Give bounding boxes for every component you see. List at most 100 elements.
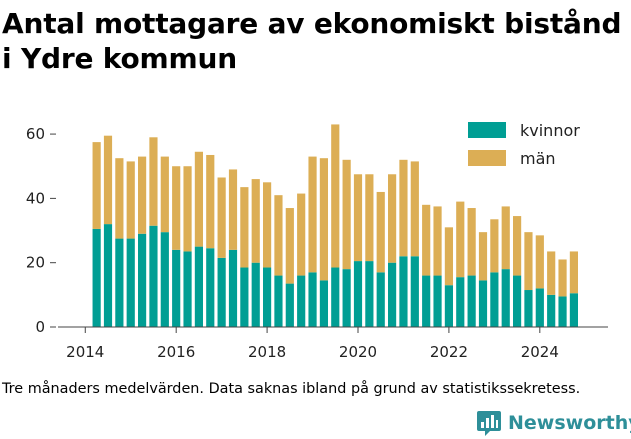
bar-män [319,158,328,281]
bar-kvinnor [422,275,431,327]
bar-kvinnor [444,285,453,327]
bar-kvinnor [274,275,283,327]
bar-kvinnor [513,275,522,327]
legend-swatch-kvinnor [468,122,506,138]
bar-kvinnor [149,225,158,327]
bar-kvinnor [217,257,226,327]
bar-kvinnor [410,256,419,327]
bar-män [331,124,340,268]
bar-män [547,251,556,295]
y-tick-label: 0 [35,318,45,336]
caption: Tre månaders medelvärden. Data saknas ib… [2,381,581,397]
bar-män [103,135,113,225]
bar-kvinnor [331,267,340,327]
bar-kvinnor [126,238,135,327]
bar-kvinnor [240,267,249,327]
y-tick-label: 40 [26,189,45,207]
bar-män [433,206,442,276]
bar-män [456,201,465,278]
y-tick-label: 20 [26,254,45,272]
bar-män [388,174,397,263]
bar-chart-logo-icon [477,410,501,436]
bar-män [410,161,419,257]
bar-män [569,251,578,294]
bar-män [535,235,544,289]
bar-kvinnor [535,288,544,327]
bar-kvinnor [456,277,465,327]
bar-män [558,259,567,297]
bar-kvinnor [388,262,397,327]
bar-män [251,179,260,263]
bar-män [149,137,158,226]
x-tick-label: 2018 [248,343,286,361]
bar-män [399,159,408,257]
bars [92,124,578,327]
bar-män [353,174,363,262]
bar-kvinnor [524,290,533,327]
bar-män [501,206,510,270]
bar-män [217,177,226,258]
bar-kvinnor [228,249,238,327]
bar-män [297,193,306,276]
bar-kvinnor [478,280,488,327]
bar-kvinnor [297,275,306,327]
bar-män [285,208,294,284]
bar-kvinnor [433,275,442,327]
bar-män [194,151,203,247]
bar-män [183,166,192,252]
bar-kvinnor [103,224,113,327]
bar-kvinnor [376,272,385,327]
bar-kvinnor [490,272,499,327]
x-tick-label: 2020 [339,343,377,361]
bar-män [274,195,283,276]
bar-kvinnor [194,246,203,327]
legend-swatch-män [468,150,506,166]
bar-män [206,154,215,249]
bar-män [228,169,238,250]
bar-män [240,187,249,268]
bar-kvinnor [206,248,215,327]
bar-kvinnor [92,228,101,327]
bar-män [444,227,453,286]
bar-kvinnor [353,261,363,327]
bar-män [308,156,317,273]
bar-kvinnor [547,294,556,327]
bar-kvinnor [569,293,578,327]
y-axis: 0 20 40 60 [26,125,56,336]
bar-män [263,182,272,268]
x-tick-label: 2024 [521,343,559,361]
bar-kvinnor [501,269,510,327]
bar-män [160,156,169,233]
bar-män [126,161,135,239]
bar-kvinnor [342,269,351,327]
x-tick-label: 2022 [430,343,468,361]
bar-kvinnor [172,249,181,327]
bar-kvinnor [399,256,408,327]
bar-kvinnor [263,267,272,327]
bar-män [376,191,385,273]
brand-name: Newsworthy [508,412,631,434]
bar-män [467,208,476,276]
bar-män [342,159,351,270]
bar-kvinnor [251,262,260,327]
bar-män [524,232,533,291]
bar-kvinnor [160,232,169,327]
legend: kvinnor män [468,121,580,168]
chart-title: Antal mottagare av ekonomiskt bistånd i … [2,7,622,75]
bar-kvinnor [285,283,294,327]
bar-män [92,142,101,229]
legend-label-män: män [520,149,556,168]
bar-kvinnor [319,280,328,327]
x-tick-label: 2016 [157,343,195,361]
stacked-bar-chart: 0 20 40 60 2014 2016 2018 2020 2022 2024 kvinnor… [26,121,608,361]
bar-män [365,174,374,262]
bar-män [172,166,181,250]
bar-män [138,156,147,234]
bar-kvinnor [308,272,317,327]
bar-kvinnor [365,261,374,327]
y-tick-label: 60 [26,125,45,143]
bar-män [490,219,499,273]
bar-män [478,232,488,281]
x-axis: 2014 2016 2018 2020 2022 2024 [58,326,608,361]
bar-män [422,204,431,276]
